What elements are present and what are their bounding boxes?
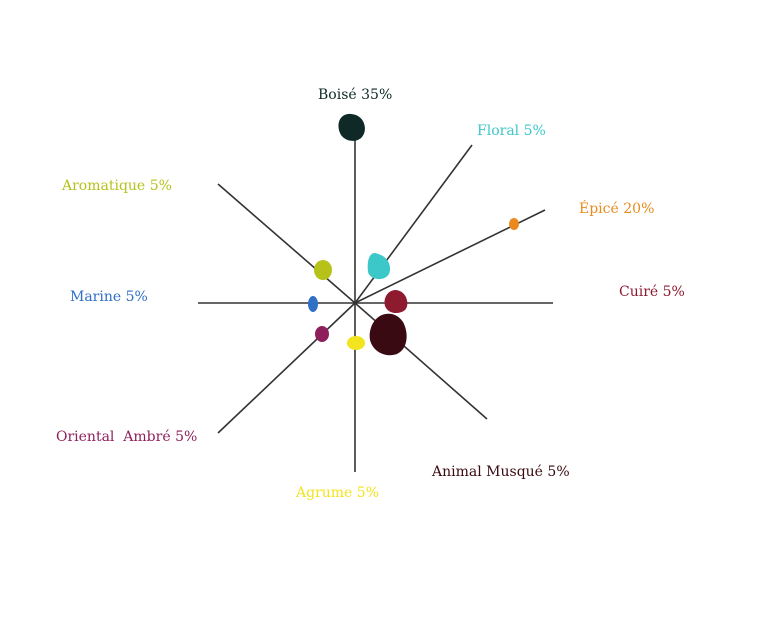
axis-floral [354,144,473,304]
label-marine: Marine 5% [70,289,148,305]
dot-epice [509,218,519,230]
axis-animal-musque [354,302,488,420]
axes [198,130,553,472]
labels: Boisé 35% Floral 5% Épicé 20% Cuiré 5% A… [56,87,685,501]
axis-aromatique [217,183,356,304]
dot-aromatique [314,260,332,280]
dot-cuire [384,290,408,314]
dot-oriental-ambre [315,326,329,342]
label-epice: Épicé 20% [579,199,654,217]
label-cuire: Cuiré 5% [619,284,685,300]
label-boise: Boisé 35% [318,87,392,103]
dots [308,113,519,356]
dot-floral [367,253,391,280]
dot-boise [338,113,365,141]
label-floral: Floral 5% [477,123,546,139]
label-animal-musque: Animal Musqué 5% [431,464,570,480]
axis-oriental-ambre [217,302,356,434]
dot-agrume [347,336,365,350]
dot-animal-musque [369,313,407,356]
label-oriental-ambre: Oriental Ambré 5% [56,429,197,445]
label-aromatique: Aromatique 5% [61,178,172,194]
dot-marine [308,296,318,312]
label-agrume: Agrume 5% [295,485,379,501]
